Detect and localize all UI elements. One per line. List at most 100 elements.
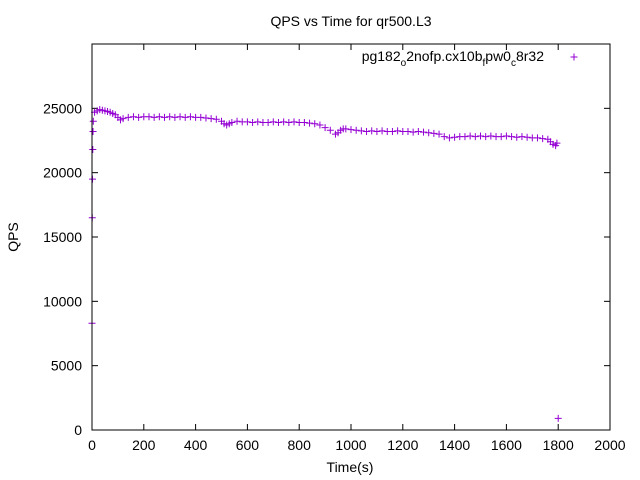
axis-ticks: 0 200 400 600 800 1000 1200 1400 1600 1800 20000 50… — [43, 44, 626, 453]
data-point — [285, 118, 293, 126]
plot-frame — [91, 43, 611, 431]
data-point — [321, 124, 329, 132]
data-point — [161, 113, 169, 121]
y-tick-label: 0 — [74, 422, 82, 438]
data-point — [497, 133, 505, 141]
legend-label: pg182o2nofp.cx10bfpw0c8r32 — [362, 48, 545, 69]
data-point — [89, 127, 97, 135]
y-tick-label: 20000 — [43, 165, 82, 181]
data-point — [119, 115, 127, 123]
data-point — [316, 121, 324, 129]
data-point — [553, 139, 561, 147]
data-point — [269, 118, 277, 126]
y-tick-label: 5000 — [51, 358, 82, 374]
data-point — [466, 132, 474, 140]
data-point — [482, 133, 490, 141]
x-tick-label: 200 — [132, 437, 156, 453]
chart-title: QPS vs Time for qr500.L3 — [270, 13, 431, 29]
data-point — [264, 118, 272, 126]
data-point — [207, 115, 215, 123]
data-point — [523, 133, 531, 141]
data-point — [186, 113, 194, 121]
data-point — [212, 115, 220, 123]
data-point — [445, 134, 453, 142]
data-point — [487, 132, 495, 140]
data-point — [357, 127, 365, 135]
data-point — [274, 118, 282, 126]
data-point — [326, 126, 334, 134]
data-point — [352, 126, 360, 134]
data-point — [145, 113, 153, 121]
x-tick-label: 400 — [184, 437, 208, 453]
data-point — [425, 129, 433, 137]
data-point — [451, 133, 459, 141]
data-point — [388, 127, 396, 135]
data-point — [89, 117, 97, 125]
data-point — [409, 128, 417, 136]
x-tick-label: 0 — [88, 437, 96, 453]
data-point — [254, 118, 262, 126]
x-tick-label: 1200 — [387, 437, 418, 453]
data-point — [430, 129, 438, 137]
data-point — [461, 133, 469, 141]
x-tick-label: 1800 — [543, 437, 574, 453]
x-tick-label: 600 — [236, 437, 260, 453]
data-point — [124, 113, 132, 121]
data-point — [89, 146, 97, 154]
data-point — [342, 125, 350, 133]
data-point — [202, 114, 210, 122]
data-point — [378, 127, 386, 135]
data-point — [435, 130, 443, 138]
data-point — [363, 127, 371, 135]
legend: pg182o2nofp.cx10bfpw0c8r32 — [362, 48, 578, 69]
data-point — [420, 128, 428, 136]
data-point — [280, 118, 288, 126]
data-point — [249, 118, 257, 126]
data-point — [539, 135, 547, 143]
data-point — [394, 127, 402, 135]
data-point — [197, 113, 205, 121]
data-point — [518, 133, 526, 141]
y-axis-label: QPS — [5, 222, 21, 252]
data-point — [440, 133, 448, 141]
data-point — [300, 118, 308, 126]
data-point — [368, 127, 376, 135]
data-point — [290, 118, 298, 126]
data-points — [88, 106, 562, 422]
x-tick-label: 1400 — [439, 437, 470, 453]
data-point — [171, 113, 179, 121]
x-tick-label: 1000 — [335, 437, 366, 453]
data-point — [311, 120, 319, 128]
data-point — [150, 113, 158, 121]
data-point — [513, 133, 521, 141]
data-point — [477, 132, 484, 140]
data-point — [414, 127, 422, 135]
y-tick-label: 25000 — [43, 100, 82, 116]
data-point — [243, 118, 251, 126]
x-tick-label: 800 — [288, 437, 312, 453]
data-point — [233, 117, 241, 125]
data-point — [129, 113, 137, 121]
data-point — [155, 113, 163, 121]
y-tick-label: 15000 — [43, 229, 82, 245]
data-point — [176, 113, 184, 121]
data-point — [404, 127, 412, 135]
data-point — [306, 119, 314, 127]
data-point — [89, 175, 97, 183]
data-point — [554, 414, 562, 422]
data-point — [181, 113, 189, 121]
x-tick-label: 1600 — [491, 437, 522, 453]
data-point — [166, 113, 174, 121]
legend-marker — [570, 53, 578, 61]
data-point — [373, 127, 381, 135]
data-point — [471, 133, 479, 141]
data-point — [135, 113, 143, 121]
data-point — [502, 132, 510, 140]
x-axis-label: Time(s) — [327, 459, 374, 475]
data-point — [508, 133, 516, 141]
data-point — [347, 126, 355, 134]
y-tick-label: 10000 — [43, 293, 82, 309]
data-point — [533, 134, 541, 142]
